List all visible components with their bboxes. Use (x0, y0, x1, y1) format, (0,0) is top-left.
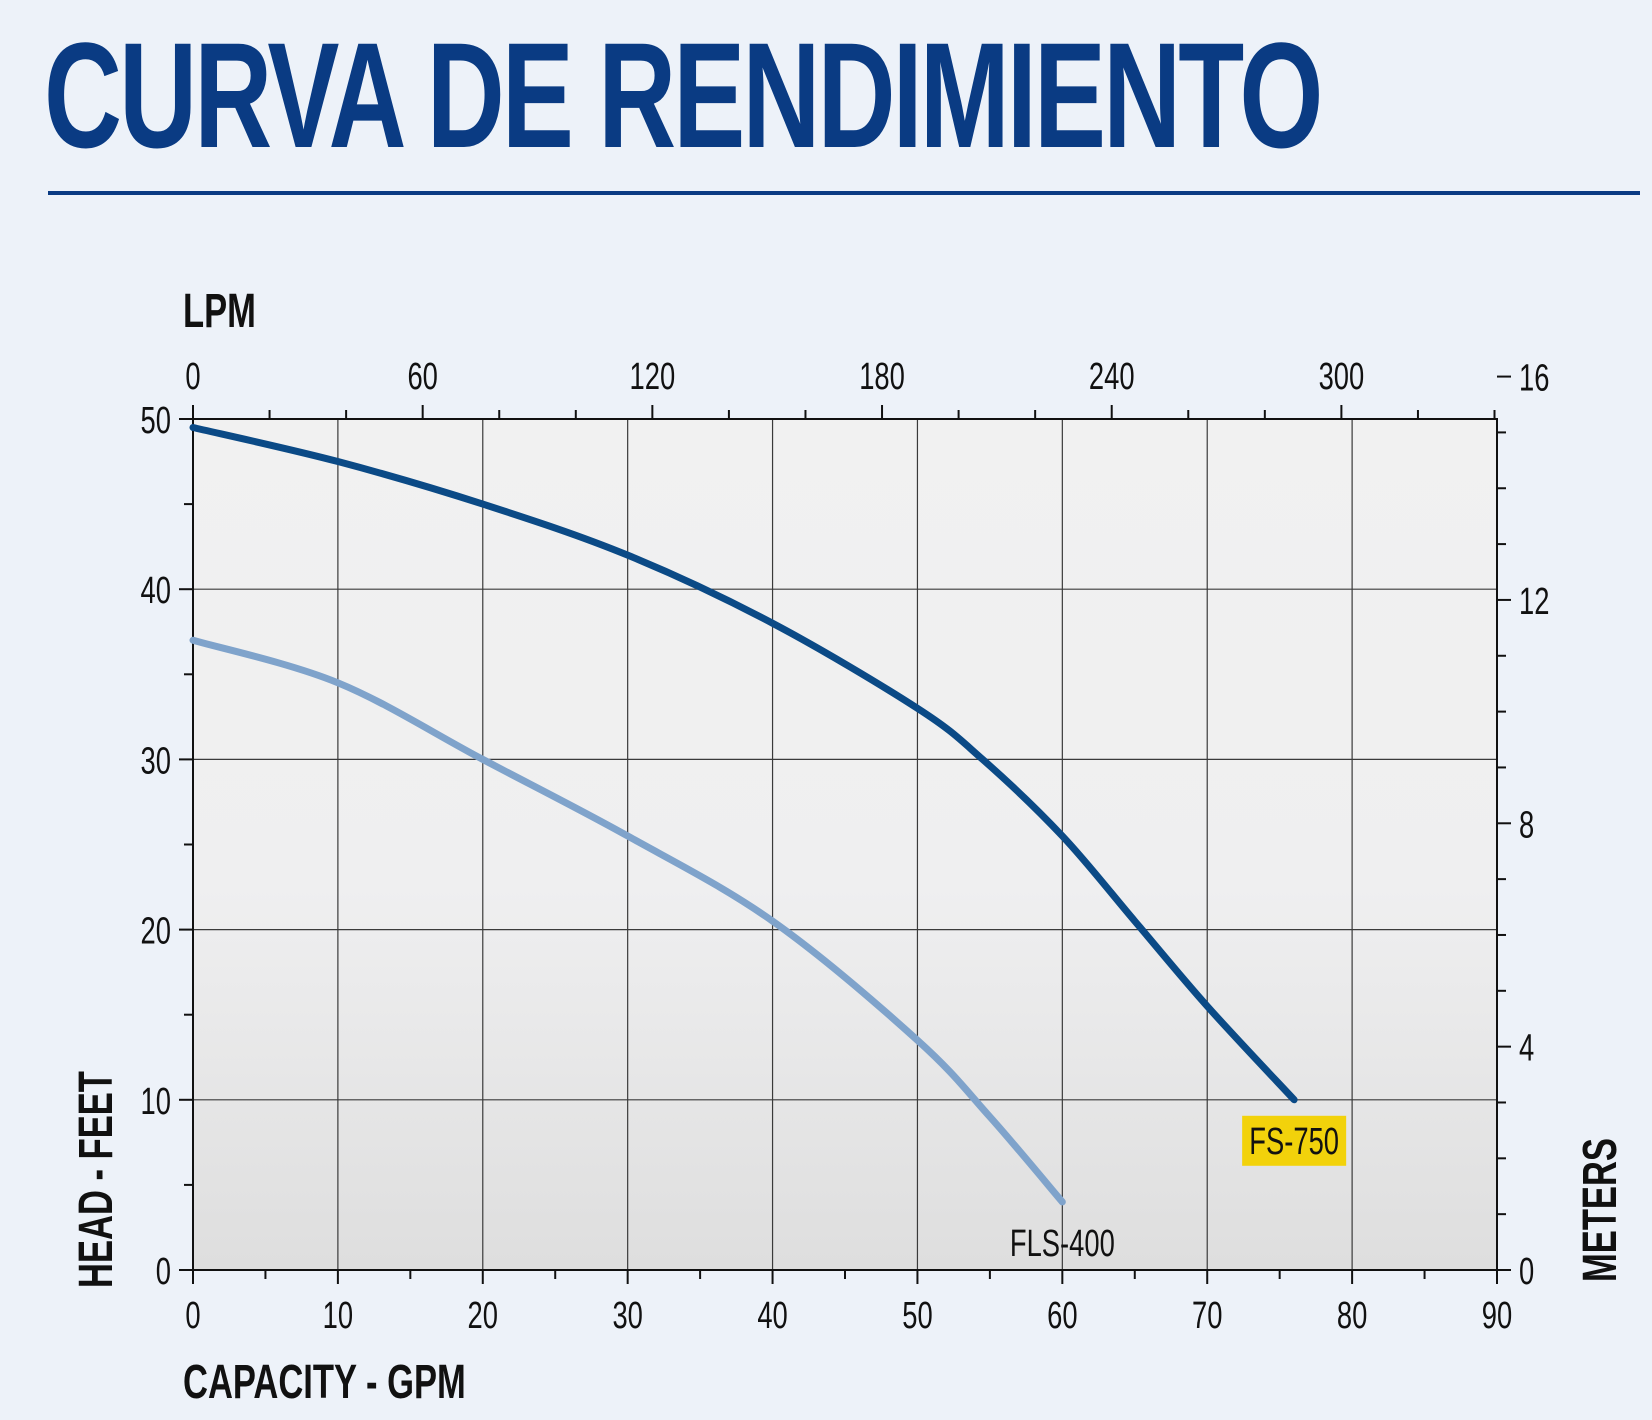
y-tick-label: 10 (141, 1081, 171, 1123)
x2-tick-label: 300 (1319, 356, 1365, 398)
series-label-group: FLS-400 (1010, 1223, 1115, 1265)
x2-tick-label: 240 (1089, 356, 1135, 398)
y-tick-label: 0 (156, 1251, 171, 1293)
y2-tick-label: 0 (1519, 1251, 1534, 1293)
series-label: FS-750 (1249, 1121, 1339, 1163)
axis-layer (179, 375, 1511, 1284)
page-title: CURVA DE RENDIMIENTO (44, 11, 1323, 179)
series-line-fs-750 (189, 424, 1298, 1104)
y2-tick-label: 8 (1519, 804, 1534, 846)
series-label-highlight (1242, 1115, 1347, 1166)
x2-tick-label: 60 (407, 356, 437, 398)
x2-tick-label: 180 (859, 356, 905, 398)
y-tick-label: 40 (141, 570, 171, 612)
x2-tick-label: 120 (630, 356, 676, 398)
x2-axis-title: LPM (183, 283, 256, 337)
x-tick-label: 40 (757, 1295, 787, 1337)
x-tick-label: 80 (1337, 1295, 1367, 1337)
x-tick-label: 70 (1192, 1295, 1222, 1337)
y2-axis-title: METERS (1572, 1138, 1626, 1282)
x-tick-label: 20 (468, 1295, 498, 1337)
y-tick-label: 20 (141, 910, 171, 952)
series-label: FLS-400 (1010, 1223, 1115, 1265)
y2-tick-label: 16 (1519, 357, 1549, 399)
x-tick-label: 60 (1047, 1295, 1077, 1337)
y-tick-label: 50 (141, 400, 171, 442)
y2-tick-label: 4 (1519, 1027, 1534, 1069)
x-tick-label: 50 (902, 1295, 932, 1337)
x-tick-label: 0 (185, 1295, 200, 1337)
x2-tick-label: 0 (185, 356, 200, 398)
y-tick-label: 30 (141, 740, 171, 782)
x-tick-label: 90 (1482, 1295, 1512, 1337)
title-rule (48, 191, 1640, 195)
plot-frame (192, 418, 1498, 1271)
y-axis-title: HEAD - FEET (68, 1071, 122, 1288)
y2-tick-label: 12 (1519, 581, 1549, 623)
series-line-fls-400 (189, 636, 1066, 1206)
x-tick-label: 30 (612, 1295, 642, 1337)
series-layer (189, 424, 1298, 1206)
series-label-group: FS-750 (1242, 1115, 1347, 1166)
x-axis-title: CAPACITY - GPM (183, 1354, 466, 1408)
x-tick-label: 10 (323, 1295, 353, 1337)
